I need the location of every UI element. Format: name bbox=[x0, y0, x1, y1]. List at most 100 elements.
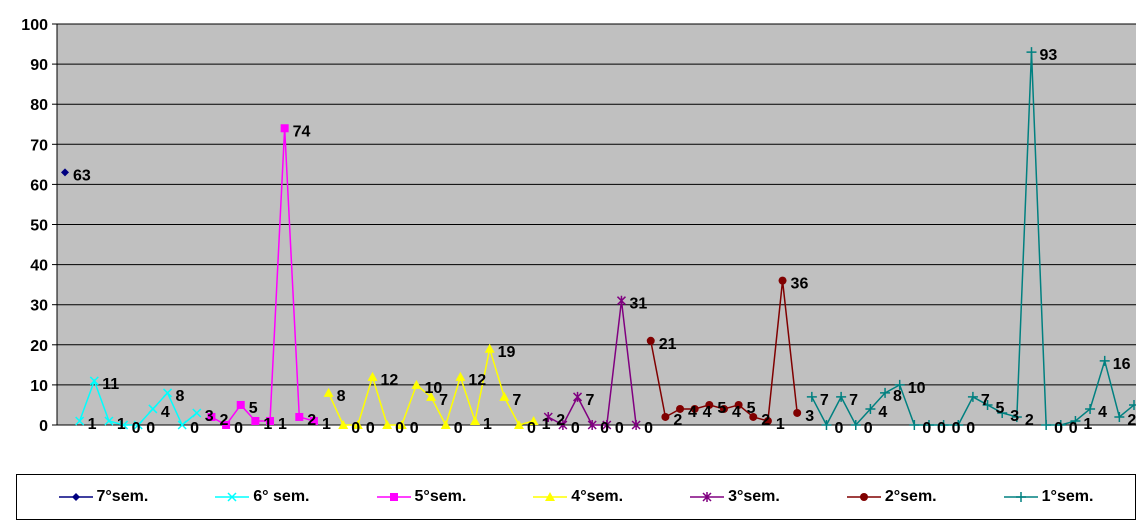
data-point-s1-1 bbox=[61, 168, 69, 177]
data-point-s7-11 bbox=[953, 420, 964, 430]
data-point-s7-2 bbox=[821, 420, 832, 430]
data-label-s7-7: 10 bbox=[908, 380, 926, 397]
data-label-s5-2: 0 bbox=[571, 420, 580, 437]
data-label-s6-3: 4 bbox=[688, 404, 697, 421]
data-point-s7-8 bbox=[909, 420, 920, 430]
data-label-s7-6: 8 bbox=[893, 388, 902, 405]
data-label-s5-1: 2 bbox=[556, 412, 565, 429]
data-point-s3-3 bbox=[236, 400, 245, 409]
data-point-s2-9 bbox=[192, 408, 202, 418]
data-label-s6-9: 1 bbox=[776, 416, 785, 433]
data-label-s7-19: 1 bbox=[1083, 416, 1092, 433]
y-tick-label-70: 70 bbox=[30, 137, 48, 154]
data-point-s2-6 bbox=[148, 404, 158, 414]
data-label-s2-7: 8 bbox=[176, 388, 185, 405]
data-label-s7-13: 5 bbox=[996, 400, 1005, 417]
data-point-s2-5 bbox=[133, 420, 143, 430]
data-label-s5-3: 7 bbox=[586, 392, 595, 409]
data-point-s5-4 bbox=[587, 420, 597, 430]
data-point-s4-12 bbox=[484, 343, 495, 353]
data-point-s7-18 bbox=[1055, 420, 1066, 430]
data-point-s7-13 bbox=[982, 399, 993, 410]
data-point-s2-4 bbox=[119, 420, 129, 430]
data-label-s7-17: 0 bbox=[1054, 420, 1063, 437]
data-label-s2-6: 4 bbox=[161, 404, 170, 421]
legend-label-4: 4°sem. bbox=[571, 488, 624, 505]
data-label-s4-14: 0 bbox=[527, 420, 536, 437]
data-point-s6-2 bbox=[661, 412, 670, 421]
data-point-s7-6 bbox=[880, 387, 891, 398]
data-label-s4-10: 12 bbox=[468, 372, 486, 389]
data-label-s7-11: 0 bbox=[966, 420, 975, 437]
legend-item-6: 2°sem. bbox=[846, 488, 937, 506]
data-point-s7-23 bbox=[1129, 399, 1136, 410]
data-label-s4-5: 0 bbox=[395, 420, 404, 437]
legend-swatch-marker-3 bbox=[389, 493, 398, 501]
data-point-s7-20 bbox=[1085, 403, 1096, 414]
legend-swatch-7 bbox=[1003, 492, 1038, 502]
data-point-s4-7 bbox=[411, 379, 422, 389]
data-label-s3-2: 0 bbox=[234, 420, 243, 437]
legend-swatch-4 bbox=[533, 492, 568, 501]
data-label-s4-9: 0 bbox=[454, 420, 463, 437]
data-label-s7-10: 0 bbox=[952, 420, 961, 437]
data-label-s3-1: 2 bbox=[219, 412, 228, 429]
data-label-s4-7: 10 bbox=[424, 380, 442, 397]
data-label-s5-5: 0 bbox=[615, 420, 624, 437]
data-label-s3-8: 1 bbox=[322, 416, 331, 433]
data-label-s2-1: 1 bbox=[88, 416, 97, 433]
legend-swatch-marker-4 bbox=[545, 492, 556, 501]
data-label-s6-10: 36 bbox=[791, 276, 809, 293]
data-label-s5-7: 0 bbox=[644, 420, 653, 437]
data-label-s7-15: 2 bbox=[1025, 412, 1034, 429]
data-label-s7-22: 2 bbox=[1127, 412, 1136, 429]
data-label-s3-6: 74 bbox=[293, 123, 311, 140]
data-label-s7-8: 0 bbox=[922, 420, 931, 437]
data-point-s4-10 bbox=[455, 371, 466, 381]
data-point-s7-14 bbox=[997, 407, 1008, 418]
data-label-s3-4: 1 bbox=[263, 416, 272, 433]
data-point-s3-8 bbox=[309, 416, 318, 425]
data-label-s3-5: 1 bbox=[278, 416, 287, 433]
y-tick-label-60: 60 bbox=[30, 177, 48, 194]
legend-item-2: 6° sem. bbox=[215, 488, 310, 506]
data-point-s7-7 bbox=[894, 379, 905, 390]
legend-swatch-marker-1 bbox=[71, 493, 80, 501]
data-point-s3-7 bbox=[295, 412, 304, 421]
data-point-s6-8 bbox=[749, 412, 758, 421]
legend-swatch-marker-2 bbox=[227, 492, 237, 502]
data-point-s3-6 bbox=[280, 124, 289, 133]
data-label-s4-2: 0 bbox=[351, 420, 360, 437]
legend-item-1: 7°sem. bbox=[58, 488, 148, 506]
data-label-s2-9: 3 bbox=[205, 408, 214, 425]
data-point-s5-1 bbox=[543, 411, 553, 422]
data-label-s7-12: 7 bbox=[981, 392, 990, 409]
legend-item-3: 5°sem. bbox=[376, 488, 466, 506]
data-point-s3-5 bbox=[266, 416, 275, 425]
data-label-s4-13: 7 bbox=[512, 392, 521, 409]
data-point-s7-22 bbox=[1114, 411, 1125, 422]
data-point-s2-7 bbox=[162, 388, 173, 398]
y-tick-label-90: 90 bbox=[30, 57, 48, 74]
legend-swatch-6 bbox=[846, 493, 881, 501]
data-point-s6-4 bbox=[690, 404, 699, 413]
data-point-s4-6 bbox=[396, 420, 407, 429]
legend-item-7: 1°sem. bbox=[1003, 488, 1093, 506]
data-label-s7-14: 3 bbox=[1010, 408, 1019, 425]
legend-swatch-marker-6 bbox=[859, 493, 868, 501]
data-point-s6-5 bbox=[705, 400, 714, 409]
data-point-s4-9 bbox=[440, 420, 451, 429]
data-point-s4-15 bbox=[528, 415, 539, 425]
data-label-s6-1: 21 bbox=[659, 336, 677, 353]
data-point-s3-4 bbox=[251, 416, 260, 425]
legend-item-4: 4°sem. bbox=[533, 488, 623, 506]
data-label-s4-15: 1 bbox=[542, 416, 551, 433]
data-point-s7-19 bbox=[1070, 415, 1081, 426]
data-label-s6-11: 3 bbox=[805, 408, 814, 425]
legend-swatch-marker-5 bbox=[702, 492, 712, 502]
data-label-s7-18: 0 bbox=[1069, 420, 1078, 437]
data-point-s7-15 bbox=[1011, 411, 1022, 422]
data-label-s2-2: 11 bbox=[102, 376, 119, 393]
data-label-s6-6: 4 bbox=[732, 404, 741, 421]
